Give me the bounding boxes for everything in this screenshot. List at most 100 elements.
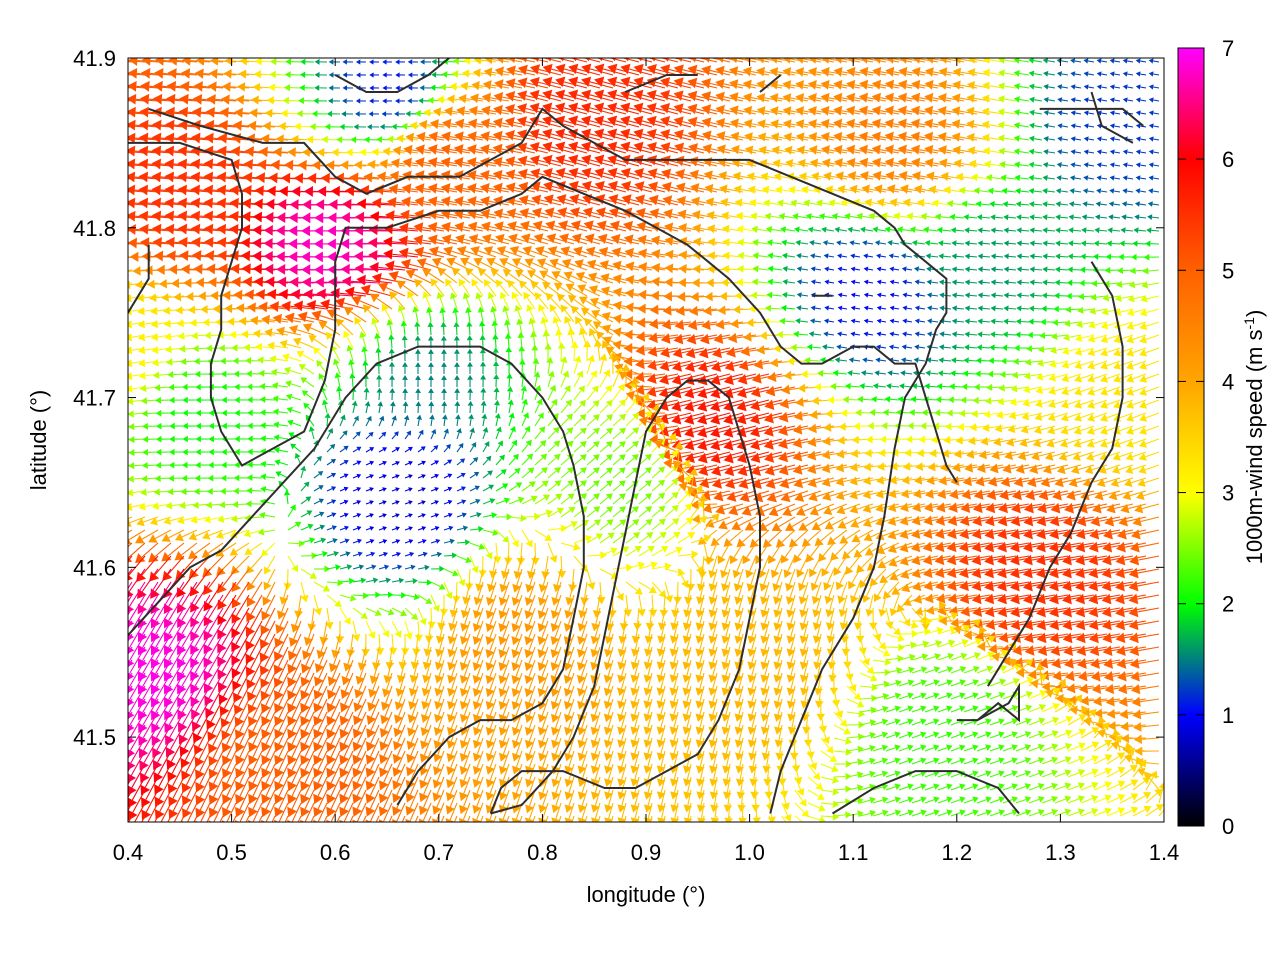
wind-arrow xyxy=(1135,58,1147,64)
wind-arrow xyxy=(296,109,315,118)
wind-arrow xyxy=(342,72,354,78)
wind-arrow xyxy=(328,85,341,91)
wind-arrow xyxy=(938,158,965,168)
wind-arrow xyxy=(1013,96,1030,103)
wind-arrow xyxy=(1057,149,1069,155)
wind-arrow xyxy=(369,85,380,91)
wind-arrow xyxy=(1083,175,1095,181)
x-tick-label: 0.5 xyxy=(216,840,247,865)
wind-arrow xyxy=(324,123,341,131)
wind-arrow xyxy=(1043,110,1056,116)
wind-arrow xyxy=(431,71,445,78)
wind-arrow xyxy=(1096,97,1108,103)
wind-arrow xyxy=(703,170,731,181)
wind-arrow xyxy=(1122,71,1134,77)
wind-arrow xyxy=(998,147,1017,156)
x-tick-label: 0.6 xyxy=(320,840,351,865)
colorbar-tick-label: 3 xyxy=(1222,481,1234,506)
wind-arrow xyxy=(1042,174,1056,181)
wind-arrow xyxy=(366,123,380,130)
wind-arrow xyxy=(1070,162,1082,168)
wind-arrow xyxy=(1083,84,1095,90)
wind-arrow xyxy=(1148,84,1160,90)
wind-arrow xyxy=(1135,110,1147,116)
wind-arrow xyxy=(1028,58,1043,64)
wind-arrow xyxy=(1135,149,1147,155)
wind-arrow xyxy=(1109,136,1121,142)
y-axis-label: latitude (°) xyxy=(26,390,51,491)
wind-arrow xyxy=(744,132,770,142)
wind-arrow xyxy=(1057,110,1069,116)
wind-arrow xyxy=(1015,187,1030,195)
wind-arrow xyxy=(1135,188,1147,194)
x-tick-label: 1.0 xyxy=(734,840,765,865)
y-tick-label: 41.6 xyxy=(73,555,116,580)
wind-arrow xyxy=(1056,175,1069,181)
wind-arrow xyxy=(1043,70,1056,77)
wind-arrow xyxy=(1013,109,1030,116)
wind-arrow xyxy=(1070,71,1082,77)
wind-arrow xyxy=(1148,149,1160,155)
wind-arrow xyxy=(1028,187,1043,195)
wind-arrow xyxy=(997,121,1017,129)
wind-arrow xyxy=(381,111,393,117)
wind-arrow xyxy=(999,160,1017,169)
wind-arrow xyxy=(1109,175,1121,181)
wind-arrow xyxy=(938,67,965,77)
wind-arrow xyxy=(300,58,315,65)
y-tick-label: 41.9 xyxy=(73,46,116,71)
wind-arrow xyxy=(772,159,796,168)
wind-arrow xyxy=(382,59,393,65)
wind-arrow xyxy=(1135,162,1147,168)
wind-arrow xyxy=(952,80,978,90)
wind-arrow xyxy=(985,173,1004,182)
wind-arrow xyxy=(1096,58,1108,64)
wind-arrow xyxy=(925,171,952,181)
wind-arrow xyxy=(285,58,302,66)
wind-arrow xyxy=(328,59,341,65)
wind-arrow xyxy=(1096,71,1108,77)
wind-arrow xyxy=(1013,83,1030,90)
colorbar-tick-label: 2 xyxy=(1222,592,1234,617)
wind-arrow xyxy=(1122,149,1134,155)
wind-arrow xyxy=(1122,175,1134,181)
wind-arrow xyxy=(973,187,991,195)
wind-arrow xyxy=(355,111,367,117)
wind-arrow xyxy=(743,119,770,129)
wind-arrow xyxy=(716,131,744,142)
colorbar xyxy=(1177,47,1205,827)
wind-arrow xyxy=(1043,148,1056,155)
colorbar-tick-label: 5 xyxy=(1222,258,1234,283)
wind-arrow xyxy=(1083,162,1095,168)
wind-arrow xyxy=(951,132,978,142)
wind-arrow xyxy=(283,84,302,92)
wind-arrow xyxy=(350,136,367,144)
wind-arrow xyxy=(356,72,367,78)
wind-arrow xyxy=(981,133,1004,142)
wind-arrow xyxy=(1109,149,1121,155)
wind-arrow xyxy=(716,144,744,155)
wind-arrow xyxy=(407,85,419,91)
wind-arrow xyxy=(419,85,432,91)
wind-arrow xyxy=(837,185,861,194)
wind-arrow xyxy=(369,72,380,78)
wind-arrow xyxy=(314,84,328,91)
x-tick-label: 1.4 xyxy=(1149,840,1180,865)
wind-arrow xyxy=(1109,58,1121,64)
wind-arrow xyxy=(1042,188,1056,195)
wind-arrow xyxy=(1069,175,1082,181)
wind-arrow xyxy=(431,58,445,65)
wind-arrow xyxy=(981,120,1004,129)
wind-arrow xyxy=(395,72,406,78)
wind-arrow xyxy=(1122,58,1134,64)
wind-arrow xyxy=(1109,110,1121,116)
wind-arrow xyxy=(1070,110,1082,116)
wind-arrow xyxy=(284,71,302,79)
wind-arrow xyxy=(997,108,1017,116)
wind-arrow xyxy=(395,59,406,65)
wind-arrow xyxy=(342,59,354,65)
wind-arrow xyxy=(937,93,965,103)
wind-arrows xyxy=(128,58,1164,822)
colorbar-tick-label: 0 xyxy=(1222,814,1234,839)
wind-arrow xyxy=(925,58,952,64)
